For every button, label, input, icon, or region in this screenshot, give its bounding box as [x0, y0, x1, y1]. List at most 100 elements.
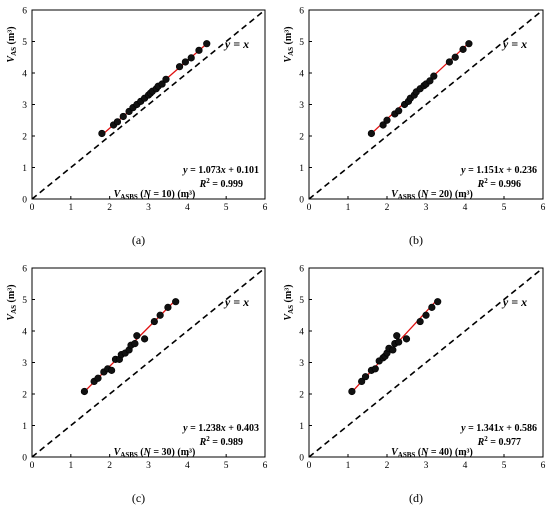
panel-4: 0 1 2 3 4 5 6 0 1 2 3 4 5 6 y = x y = 1.341x + 0.586R2 … — [283, 265, 546, 506]
y-tick-label: 4 — [22, 328, 27, 338]
identity-label: y = x — [501, 37, 527, 51]
x-tick-label: 2 — [385, 461, 390, 471]
data-point — [379, 121, 387, 129]
y-tick-label: 3 — [299, 101, 304, 111]
data-point — [141, 335, 149, 343]
x-axis-label: VASBS (N = 40) (m³) — [391, 447, 473, 459]
x-tick-label: 3 — [424, 461, 429, 471]
panel-1: 0 1 2 3 4 5 6 0 1 2 3 4 5 6 y = x y = 1.073x + 0.101R2 … — [6, 7, 268, 248]
identity-line — [31, 9, 266, 200]
data-point — [150, 317, 158, 326]
x-tick-label: 0 — [30, 461, 35, 471]
y-tick-label: 0 — [299, 454, 304, 464]
data-point — [393, 332, 401, 340]
y-tick-label: 1 — [22, 422, 27, 432]
data-point — [445, 58, 454, 66]
y-tick-label: 4 — [299, 328, 304, 338]
x-tick-label: 4 — [185, 203, 190, 213]
y-tick-label: 5 — [22, 296, 27, 306]
data-point — [402, 335, 411, 343]
data-point — [164, 303, 172, 311]
x-tick-label: 2 — [385, 203, 390, 213]
data-point — [187, 54, 195, 62]
data-point — [434, 298, 442, 306]
panel-label: (a) — [132, 233, 145, 247]
data-point — [395, 107, 403, 115]
data-point — [113, 118, 122, 126]
panel-label: (c) — [132, 491, 145, 505]
x-axis-label: VASBS (N = 30) (m³) — [114, 447, 196, 459]
data-point — [395, 338, 403, 346]
r-squared: R2 = 0.977 — [477, 435, 521, 448]
data-point — [131, 340, 139, 348]
y-tick-label: 6 — [299, 265, 304, 275]
x-tick-label: 0 — [30, 203, 35, 213]
panel-label: (d) — [409, 491, 423, 505]
data-point — [175, 63, 184, 71]
data-point — [158, 80, 166, 88]
r-squared: R2 = 0.999 — [199, 177, 243, 190]
fit-equation: y = 1.073x + 0.101 — [182, 165, 259, 176]
data-point — [348, 387, 356, 396]
identity-line — [31, 267, 266, 458]
y-axis-label: VAS (m³) — [283, 26, 295, 62]
data-point — [162, 75, 170, 83]
x-tick-label: 5 — [502, 203, 507, 213]
data-point — [172, 298, 180, 306]
data-point — [80, 387, 89, 396]
data-point — [383, 116, 391, 124]
x-tick-label: 1 — [346, 203, 351, 213]
data-point — [119, 112, 127, 121]
x-tick-label: 3 — [424, 203, 429, 213]
x-tick-label: 6 — [541, 203, 546, 213]
y-tick-label: 0 — [22, 196, 27, 206]
y-tick-label: 2 — [299, 391, 304, 401]
data-point — [367, 129, 376, 138]
y-axis-label: VAS (m³) — [6, 26, 18, 62]
x-tick-label: 1 — [346, 461, 351, 471]
y-tick-label: 3 — [299, 359, 304, 369]
fit-equation: y = 1.238x + 0.403 — [182, 423, 259, 434]
x-tick-label: 5 — [224, 203, 229, 213]
y-tick-label: 2 — [299, 133, 304, 143]
x-tick-label: 1 — [68, 203, 73, 213]
data-point — [389, 346, 397, 354]
data-point — [98, 129, 106, 138]
panel-label: (b) — [409, 233, 423, 247]
x-tick-label: 3 — [146, 203, 151, 213]
data-point — [181, 58, 189, 66]
data-point — [133, 332, 141, 340]
y-tick-label: 0 — [299, 196, 304, 206]
x-tick-label: 4 — [463, 461, 468, 471]
r-squared: R2 = 0.996 — [477, 177, 521, 190]
y-tick-label: 5 — [22, 38, 27, 48]
data-point — [156, 311, 164, 319]
y-tick-label: 6 — [22, 7, 27, 17]
x-tick-label: 6 — [541, 461, 546, 471]
y-tick-label: 2 — [22, 391, 27, 401]
x-tick-label: 2 — [107, 203, 112, 213]
panel-2: 0 1 2 3 4 5 6 0 1 2 3 4 5 6 y = x y = 1.151x + 0.236R2 … — [283, 7, 546, 248]
x-tick-label: 6 — [263, 203, 268, 213]
data-point — [426, 77, 434, 85]
x-tick-label: 2 — [107, 461, 112, 471]
fit-equation: y = 1.341x + 0.586 — [460, 423, 537, 434]
data-point — [361, 373, 370, 381]
y-tick-label: 3 — [22, 101, 27, 111]
data-point — [465, 40, 473, 48]
y-tick-label: 1 — [299, 422, 304, 432]
data-point — [108, 366, 116, 374]
x-tick-label: 4 — [185, 461, 190, 471]
x-tick-label: 3 — [146, 461, 151, 471]
y-tick-label: 6 — [22, 265, 27, 275]
y-tick-label: 4 — [299, 70, 304, 80]
y-axis-label: VAS (m³) — [6, 284, 18, 320]
identity-line — [308, 267, 544, 458]
y-tick-label: 1 — [22, 164, 27, 174]
data-point — [203, 40, 211, 48]
y-tick-label: 0 — [22, 454, 27, 464]
x-tick-label: 0 — [307, 461, 312, 471]
x-tick-label: 0 — [307, 203, 312, 213]
y-axis-label: VAS (m³) — [283, 284, 295, 320]
